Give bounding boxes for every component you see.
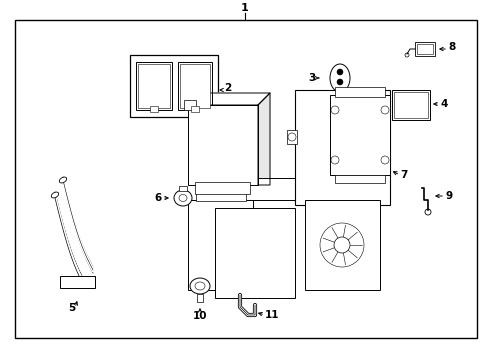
Text: 2: 2 <box>224 83 231 93</box>
Circle shape <box>334 237 350 253</box>
Bar <box>136 62 172 110</box>
Text: 6: 6 <box>155 193 162 203</box>
Bar <box>335 175 385 183</box>
Bar <box>60 276 95 288</box>
Text: 9: 9 <box>445 191 452 201</box>
Bar <box>180 64 210 108</box>
Text: 11: 11 <box>265 310 279 320</box>
Ellipse shape <box>174 190 192 206</box>
Ellipse shape <box>51 192 59 198</box>
Bar <box>188 105 258 185</box>
Ellipse shape <box>190 278 210 294</box>
Text: 3: 3 <box>309 73 316 83</box>
Bar <box>415 42 435 56</box>
Bar <box>178 62 212 110</box>
Bar <box>394 92 428 118</box>
Bar <box>305 200 380 290</box>
Circle shape <box>337 69 343 75</box>
Bar <box>150 106 158 112</box>
Bar <box>330 95 390 175</box>
Polygon shape <box>188 93 270 105</box>
Text: 1: 1 <box>241 3 249 13</box>
Text: 4: 4 <box>440 99 447 109</box>
Bar <box>130 55 218 117</box>
Bar <box>287 130 297 144</box>
Bar <box>417 44 433 54</box>
Bar <box>138 64 170 108</box>
Bar <box>215 178 345 200</box>
Bar <box>392 90 430 120</box>
Text: 5: 5 <box>69 303 75 313</box>
Bar <box>195 182 250 194</box>
Bar <box>188 200 253 290</box>
Bar <box>215 208 295 298</box>
Bar <box>179 186 187 191</box>
Circle shape <box>337 79 343 85</box>
Text: 10: 10 <box>193 311 207 321</box>
Text: 8: 8 <box>448 42 455 52</box>
Bar <box>191 106 199 112</box>
Bar <box>197 294 203 302</box>
Polygon shape <box>258 93 270 185</box>
Ellipse shape <box>59 177 67 183</box>
Bar <box>184 100 196 110</box>
Ellipse shape <box>330 64 350 92</box>
Bar <box>295 90 390 205</box>
Text: 7: 7 <box>400 170 407 180</box>
Bar <box>15 20 477 338</box>
Bar <box>196 188 246 201</box>
Bar <box>335 87 385 97</box>
